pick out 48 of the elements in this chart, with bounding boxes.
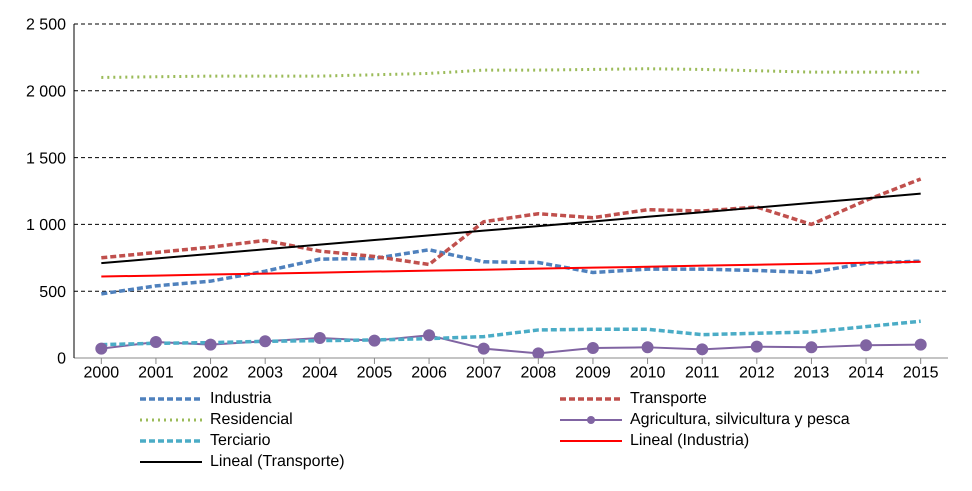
x-tick-label: 2015 [902,364,939,382]
y-tick-label: 0 [57,350,66,368]
point [259,335,272,348]
point [368,334,380,347]
legend-label: Transporte [630,389,707,409]
y-tick-label: 1 000 [26,217,66,234]
point [532,347,544,358]
point [95,342,108,355]
x-tick-label: 2006 [411,364,447,382]
point [314,332,326,344]
point [150,336,162,348]
y-tick-label: 500 [39,284,66,301]
x-tick-label: 2008 [520,364,556,382]
legend-label: Lineal (Industria) [630,431,750,451]
x-tick-label: 2009 [575,364,611,382]
legend-label: Lineal (Transporte) [210,452,345,472]
x-tick-label: 2002 [192,364,228,382]
point [696,343,708,356]
y-tick-label: 1 500 [26,150,66,168]
x-tick-label: 2010 [630,364,666,382]
x-tick-label: 2007 [466,364,502,382]
point [423,329,436,342]
legend-label: Residencial [210,410,293,430]
point [642,341,654,354]
legend-label: Agricultura, silvicultura y pesca [630,410,850,430]
x-tick-label: 2000 [84,364,120,382]
x-tick-label: 2014 [848,364,884,382]
line-series [100,260,922,278]
x-tick-label: 2001 [138,364,174,382]
x-tick-label: 2004 [302,364,338,382]
y-tick-label: 2 500 [26,16,66,34]
x-tick-label: 2005 [356,364,392,382]
point [586,342,599,354]
legend-label: Terciario [210,431,270,451]
x-tick-label: 2012 [739,364,775,382]
x-tick-label: 2011 [684,364,720,382]
x-tick-label: 2013 [794,364,830,382]
point [478,342,490,355]
point [914,338,927,351]
legend-label: Industria [210,389,272,409]
point [805,341,818,354]
y-tick-label: 2 000 [26,83,66,100]
point [204,338,217,351]
line-series [100,248,922,296]
point [750,340,763,353]
x-tick-label: 2003 [247,364,284,382]
line-series [100,177,922,266]
point [860,339,872,352]
